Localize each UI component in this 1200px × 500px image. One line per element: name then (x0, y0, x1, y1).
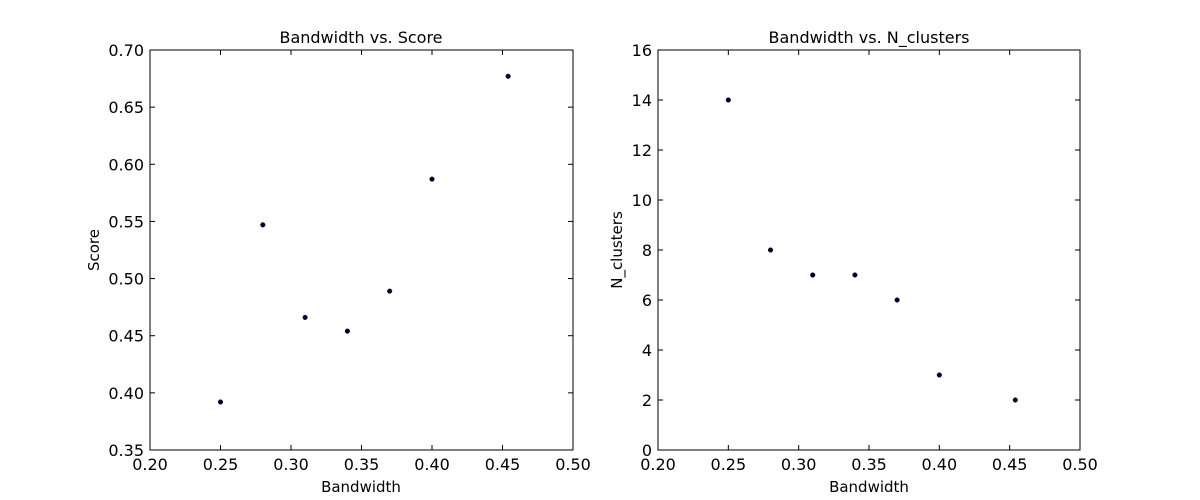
data-point (936, 372, 942, 378)
chart-title: Bandwidth vs. Score (279, 28, 442, 47)
x-tick-label: 0.35 (851, 455, 887, 474)
y-tick-label: 0.70 (108, 41, 144, 60)
x-tick-label: 0.50 (555, 455, 591, 474)
data-point (725, 97, 731, 103)
x-tick-label: 0.30 (273, 455, 309, 474)
data-point (852, 272, 858, 278)
data-point (344, 328, 350, 334)
chart-bandwidth-vs-score: Bandwidth vs. Score Bandwidth Score 0.20… (85, 28, 591, 496)
chart-title: Bandwidth vs. N_clusters (769, 28, 970, 48)
y-tick-label: 14 (632, 91, 652, 110)
x-tick-label: 0.30 (781, 455, 817, 474)
data-point (302, 314, 308, 320)
y-tick-label: 4 (642, 341, 652, 360)
y-tick-label: 0.65 (108, 98, 144, 117)
x-tick-label: 0.45 (992, 455, 1028, 474)
data-point (767, 247, 774, 253)
data-point (810, 272, 816, 278)
y-tick-label: 0.35 (108, 441, 144, 460)
x-tick-label: 0.50 (1062, 455, 1098, 474)
y-axis-label: Score (85, 229, 103, 271)
data-point (1012, 397, 1018, 403)
data-points (217, 73, 511, 405)
y-tick-label: 10 (632, 191, 652, 210)
data-point (894, 297, 900, 303)
chart-bandwidth-vs-nclusters: Bandwidth vs. N_clusters Bandwidth N_clu… (608, 28, 1098, 496)
y-tick-label: 2 (642, 391, 652, 410)
data-point (429, 176, 435, 182)
data-point (505, 73, 511, 79)
x-tick-label: 0.40 (414, 455, 450, 474)
data-point (260, 222, 266, 228)
x-axis-label: Bandwidth (321, 478, 401, 496)
plot-frame (657, 49, 1081, 451)
y-tick-label: 0.45 (108, 327, 144, 346)
y-tick-label: 8 (642, 241, 652, 260)
y-tick-label: 0.40 (108, 384, 144, 403)
data-points (725, 97, 1018, 403)
data-point (387, 288, 393, 294)
y-tick-label: 16 (632, 41, 652, 60)
x-tick-label: 0.25 (711, 455, 747, 474)
x-tick-label: 0.40 (922, 455, 958, 474)
x-tick-label: 0.20 (132, 455, 168, 474)
x-tick-label: 0.25 (203, 455, 239, 474)
plot-frame (149, 49, 574, 451)
axis-ticks: 0.20 0.25 0.30 0.35 0.40 0.45 0.50 0 2 4 6 8 10 12 14 1… (632, 41, 1098, 474)
x-tick-label: 0.45 (485, 455, 521, 474)
y-axis-label: N_clusters (608, 211, 627, 289)
x-axis-label: Bandwidth (829, 478, 909, 496)
x-tick-label: 0.35 (344, 455, 380, 474)
y-tick-label: 0 (642, 441, 652, 460)
y-tick-label: 12 (632, 141, 652, 160)
y-tick-label: 0.55 (108, 212, 144, 231)
data-point (217, 399, 224, 405)
y-tick-label: 0.60 (108, 155, 144, 174)
y-tick-label: 0.50 (108, 270, 144, 289)
axis-ticks: 0.20 0.25 0.30 0.35 0.40 0.45 0.50 0.35 0.40 0.45… (108, 41, 590, 474)
y-tick-label: 6 (642, 291, 652, 310)
x-tick-label: 0.20 (640, 455, 676, 474)
